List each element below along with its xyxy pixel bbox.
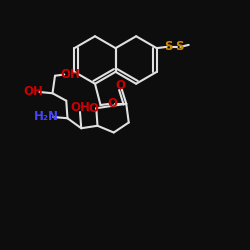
Text: O: O xyxy=(116,79,126,92)
Text: S: S xyxy=(164,40,173,54)
Text: OH: OH xyxy=(24,86,44,98)
Text: O: O xyxy=(108,97,118,110)
Text: OH: OH xyxy=(61,68,81,81)
Text: H₂N: H₂N xyxy=(34,110,59,124)
Text: S: S xyxy=(175,40,184,54)
Text: O: O xyxy=(88,102,98,115)
Text: OH: OH xyxy=(70,101,90,114)
